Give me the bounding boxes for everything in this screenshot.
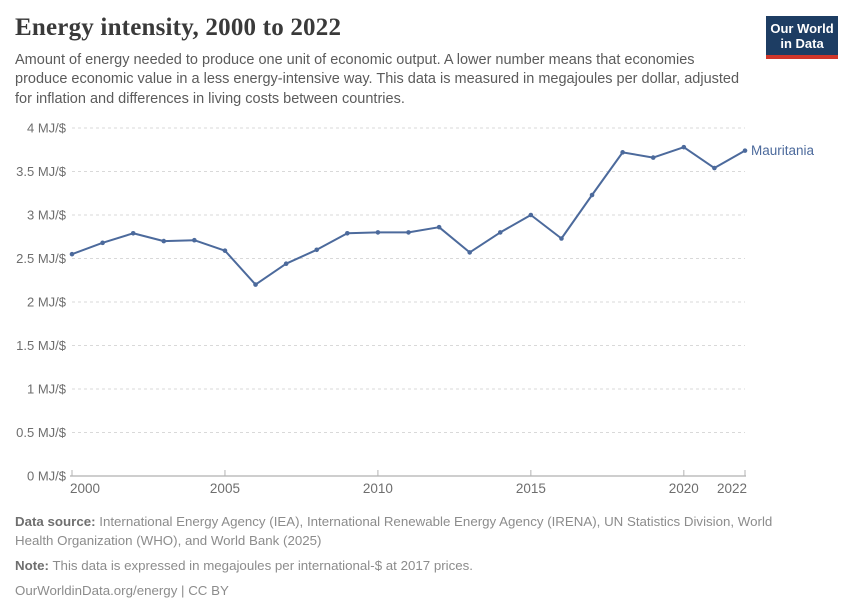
x-tick-label: 2015 [516, 481, 546, 496]
data-point[interactable] [559, 236, 564, 241]
owid-logo-red-bar [766, 55, 838, 59]
data-point[interactable] [161, 238, 167, 244]
data-point[interactable] [406, 230, 411, 235]
data-point[interactable] [742, 148, 748, 153]
chart-header: Energy intensity, 2000 to 2022 Amount of… [15, 14, 755, 110]
y-tick-label: 1 MJ/$ [27, 382, 67, 397]
license-line: OurWorldinData.org/energy | CC BY [15, 582, 810, 600]
data-point[interactable] [253, 282, 258, 287]
trend-line [71, 146, 746, 286]
data-source-label: Data source: [15, 514, 96, 529]
y-tick-label: 4 MJ/$ [27, 121, 67, 136]
x-tick-label: 2022 [717, 481, 747, 496]
data-point[interactable] [100, 240, 105, 246]
data-point[interactable] [222, 248, 228, 253]
owid-logo-line2: in Data [780, 36, 824, 51]
data-point[interactable] [192, 237, 197, 243]
note-label: Note: [15, 557, 49, 573]
series-label: Mauritania [751, 143, 815, 158]
y-tick-label: 1.5 MJ/$ [16, 338, 67, 353]
data-point[interactable] [130, 230, 136, 236]
page-title: Energy intensity, 2000 to 2022 [15, 14, 342, 41]
data-point[interactable] [497, 230, 503, 235]
line-chart-svg[interactable]: 0 MJ/$ 0.5 MJ/$ 1 MJ/$ 1.5 MJ/$ 2 MJ/$ 2.5 MJ… [0, 112, 850, 512]
x-tick-label: 2020 [669, 481, 699, 496]
data-point[interactable] [528, 212, 534, 218]
x-tick-label: 2010 [363, 481, 393, 496]
chart-subtitle: Amount of energy needed to produce one u… [15, 51, 740, 107]
data-point[interactable] [467, 250, 472, 255]
data-source-text: International Energy Agency (IEA), Inter… [15, 514, 773, 548]
note-text: This data is expressed in megajoules per… [48, 557, 474, 573]
owid-logo-line1: Our World [770, 21, 834, 36]
data-point[interactable] [589, 192, 595, 198]
data-point[interactable] [712, 165, 717, 171]
data-point[interactable] [314, 247, 320, 253]
data-point[interactable] [620, 150, 625, 155]
y-tick-label: 0 MJ/$ [27, 469, 67, 484]
data-source-line: Data source: International Energy Agency… [15, 513, 810, 551]
chart-footer: Data source: International Energy Agency… [15, 513, 810, 600]
y-tick-label: 2 MJ/$ [27, 295, 67, 310]
y-tick-label: 2.5 MJ/$ [16, 251, 67, 266]
owid-logo-text: Our World in Data [766, 16, 838, 55]
license-link[interactable]: OurWorldinData.org/energy | CC BY [15, 582, 229, 598]
x-tick-label: 2000 [70, 481, 100, 496]
data-point[interactable] [375, 230, 381, 235]
data-point[interactable] [650, 155, 656, 160]
data-point[interactable] [681, 144, 687, 150]
line-chart[interactable]: 0 MJ/$ 0.5 MJ/$ 1 MJ/$ 1.5 MJ/$ 2 MJ/$ 2.5 MJ… [0, 112, 850, 512]
owid-logo[interactable]: Our World in Data [766, 16, 838, 59]
data-point[interactable] [283, 261, 289, 267]
y-tick-label: 3 MJ/$ [27, 208, 67, 223]
y-tick-label: 0.5 MJ/$ [16, 425, 67, 440]
y-tick-label: 3.5 MJ/$ [16, 164, 67, 179]
data-point[interactable] [345, 230, 350, 236]
data-point[interactable] [69, 251, 75, 257]
x-tick-label: 2005 [210, 481, 240, 496]
note-line: Note: This data is expressed in megajoul… [15, 557, 810, 576]
data-point[interactable] [436, 224, 442, 230]
